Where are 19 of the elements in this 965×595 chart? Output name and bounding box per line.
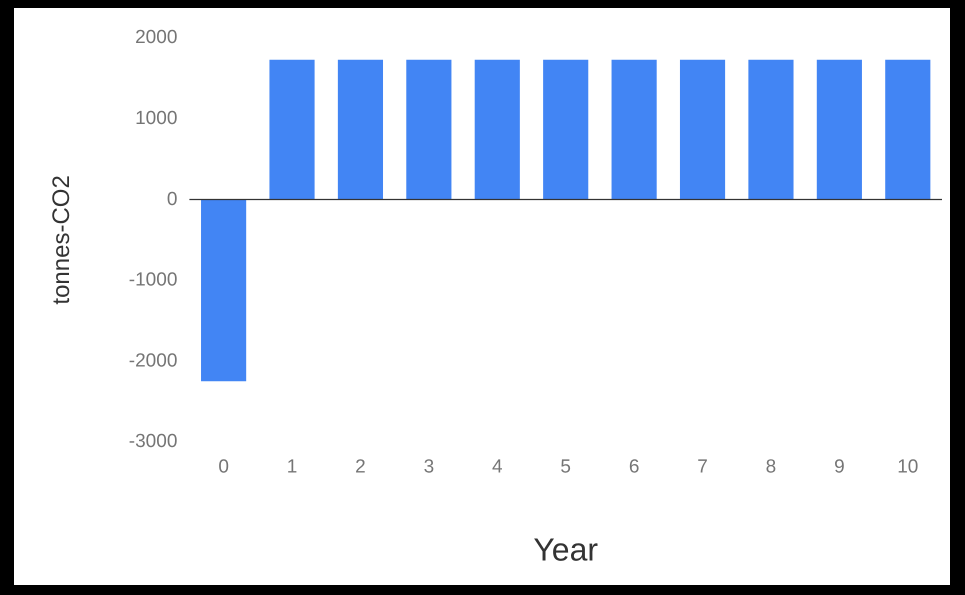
y-tick-label: 1000 bbox=[135, 108, 178, 129]
x-tick-label: 9 bbox=[834, 456, 845, 478]
x-tick-label: 10 bbox=[897, 456, 918, 478]
x-tick-label: 4 bbox=[492, 456, 503, 478]
x-tick-label: 0 bbox=[218, 456, 229, 478]
x-tick-label: 7 bbox=[697, 456, 708, 478]
x-tick-label: 6 bbox=[628, 456, 640, 478]
x-axis-title: Year bbox=[533, 532, 598, 568]
x-tick-label: 1 bbox=[286, 456, 298, 478]
y-tick-label: -3000 bbox=[128, 431, 178, 452]
y-tick-label: -1000 bbox=[128, 270, 178, 291]
x-tick-label: 2 bbox=[355, 456, 366, 478]
y-tick-label: -2000 bbox=[128, 350, 178, 372]
x-tick-label: 8 bbox=[766, 456, 776, 478]
y-tick-label: 0 bbox=[166, 188, 178, 210]
y-axis-title: tonnes-CO2 bbox=[48, 175, 76, 305]
x-tick-label: 3 bbox=[424, 456, 434, 478]
x-tick-label: 5 bbox=[560, 456, 571, 478]
y-tick-label: 2000 bbox=[135, 27, 178, 48]
